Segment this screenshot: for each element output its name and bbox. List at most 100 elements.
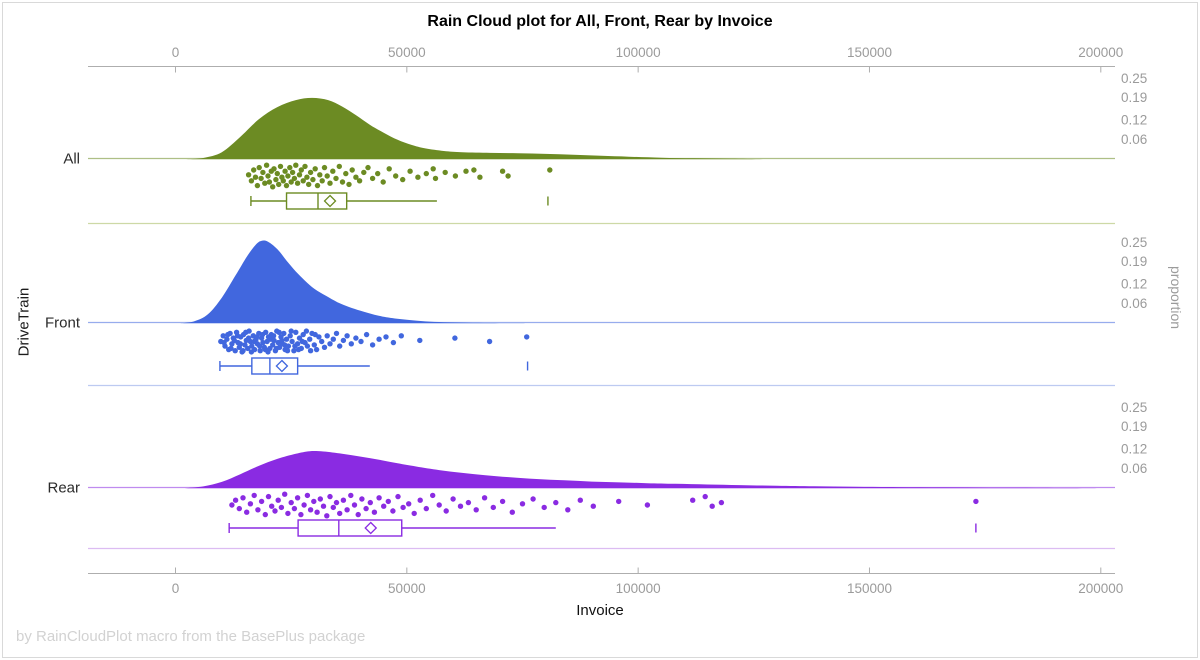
jitter-point [452, 173, 459, 179]
jitter-point [273, 176, 279, 183]
jitter-point [229, 502, 235, 508]
jitter-point [353, 174, 359, 180]
jitter-point [224, 336, 230, 342]
jitter-point [376, 336, 382, 342]
jitter-point [283, 336, 290, 342]
category-label: Rear [47, 480, 80, 497]
jitter-point [398, 333, 404, 339]
chart-title: Rain Cloud plot for All, Front, Rear by … [427, 13, 773, 30]
y-axis-label: DriveTrain [15, 287, 33, 357]
jitter-point [386, 166, 392, 172]
jitter-point [274, 170, 280, 177]
top-axis-tick-label: 100000 [616, 45, 661, 60]
proportion-tick-label: 0.19 [1121, 419, 1147, 434]
jitter-point [289, 338, 295, 345]
jitter-point [256, 164, 262, 171]
jitter-point [285, 510, 291, 517]
jitter-point [367, 499, 373, 506]
jitter-point [358, 338, 364, 345]
jitter-point [333, 330, 340, 337]
jitter-point [369, 175, 376, 182]
jitter-point [293, 329, 299, 335]
jitter-point [245, 345, 251, 352]
jitter-point [247, 501, 254, 507]
jitter-point [718, 499, 725, 506]
jitter-point [344, 333, 350, 339]
jitter-point [344, 507, 350, 513]
jitter-point [471, 167, 477, 173]
jitter-point [240, 495, 246, 501]
jitter-point [442, 169, 448, 176]
jitter-point [291, 175, 298, 182]
jitter-point [486, 338, 493, 345]
jitter-point [236, 505, 242, 512]
jitter-point [304, 343, 311, 349]
jitter-point [232, 348, 238, 354]
jitter-point [390, 508, 396, 514]
jitter-point [252, 174, 259, 180]
jitter-point [306, 181, 312, 188]
jitter-point [465, 499, 472, 506]
mean-diamond [275, 359, 289, 373]
jitter-point [251, 492, 257, 499]
jitter-point [343, 170, 349, 177]
jitter-point [289, 169, 296, 176]
jitter-point [317, 496, 323, 502]
jitter-point [452, 335, 458, 341]
jitter-point [287, 333, 293, 339]
jitter-point [505, 173, 511, 179]
category-label: All [63, 151, 80, 168]
density-area-front [180, 240, 546, 324]
jitter-point [436, 502, 442, 508]
jitter-point [324, 173, 330, 179]
x-axis-label: Invoice [576, 602, 624, 619]
jitter-point [251, 346, 258, 353]
jitter-point [381, 503, 387, 509]
jitter-point [246, 328, 252, 334]
jitter-point [349, 167, 355, 173]
jitter-point [337, 343, 343, 349]
proportion-tick-label: 0.25 [1121, 400, 1147, 415]
jitter-point [423, 170, 429, 177]
jitter-point [282, 168, 288, 174]
jitter-point [690, 497, 696, 503]
box [251, 357, 299, 375]
jitter-point [406, 501, 412, 507]
jitter-point [393, 173, 399, 179]
proportion-tick-label: 0.19 [1121, 254, 1147, 269]
category-label: Front [45, 315, 81, 332]
jitter-point [333, 499, 340, 506]
jitter-point [271, 166, 277, 172]
jitter-point [248, 178, 255, 184]
jitter-point [288, 499, 294, 506]
jitter-point [590, 503, 596, 509]
mean-diamond [364, 521, 378, 535]
jitter-point [313, 346, 320, 353]
top-axis-tick-label: 0 [172, 45, 180, 60]
jitter-point [258, 498, 265, 505]
jitter-point [320, 503, 327, 509]
proportion-tick-label: 0.06 [1121, 461, 1147, 476]
jitter-point [260, 169, 266, 176]
jitter-point [300, 178, 306, 184]
jitter-point [577, 497, 583, 503]
jitter-point [333, 175, 339, 182]
jitter-point [417, 337, 423, 344]
jitter-point [423, 505, 429, 512]
jitter-point [284, 348, 291, 354]
jitter-point [430, 492, 436, 499]
jitter-point [307, 348, 314, 354]
jitter-point [301, 502, 307, 508]
jitter-point [457, 503, 464, 509]
jitter-point [339, 179, 346, 185]
jitter-point [247, 338, 254, 345]
bottom-axis-tick-label: 50000 [388, 581, 426, 596]
top-axis-tick-label: 50000 [388, 45, 426, 60]
bottom-axis-tick-label: 200000 [1078, 581, 1123, 596]
jitter-point [291, 505, 298, 512]
footnote: by RainCloudPlot macro from the BasePlus… [16, 628, 366, 645]
jitter-point [473, 507, 479, 513]
jitter-point [288, 328, 294, 334]
jitter-point [324, 513, 330, 519]
jitter-point [973, 498, 979, 505]
